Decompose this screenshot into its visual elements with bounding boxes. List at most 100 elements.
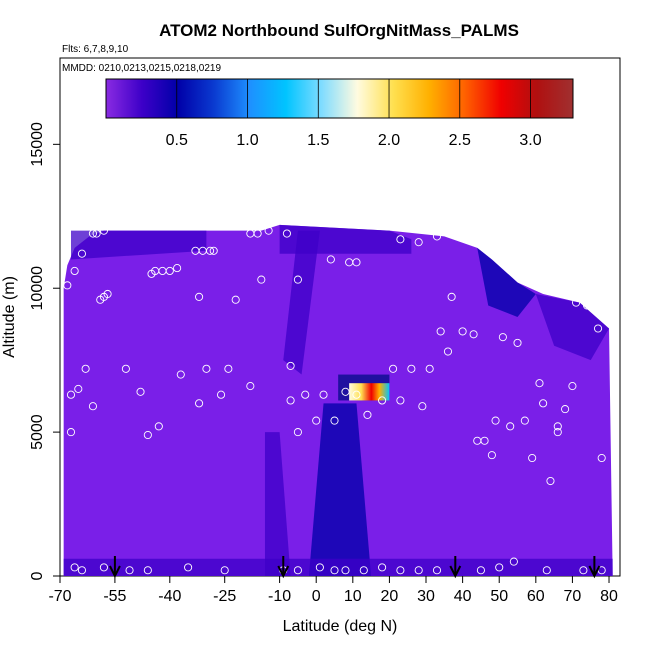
sample-point xyxy=(495,563,504,572)
sample-point xyxy=(330,416,339,425)
y-axis-label: Altitude (m) xyxy=(1,276,18,358)
sample-point xyxy=(363,410,372,419)
sample-point xyxy=(326,255,335,264)
sample-point xyxy=(224,364,233,373)
sample-point xyxy=(579,566,588,575)
hotspot xyxy=(349,383,390,401)
colorbar-gradient xyxy=(105,78,574,119)
y-tick-label: 5000 xyxy=(29,414,46,450)
sample-point xyxy=(352,258,361,267)
sample-point xyxy=(476,566,485,575)
field-region xyxy=(63,558,613,576)
sample-point xyxy=(136,387,145,396)
sample-point xyxy=(469,330,478,339)
x-tick-label: 20 xyxy=(381,588,399,605)
sample-point xyxy=(330,566,339,575)
sample-point xyxy=(513,338,522,347)
y-tick-label: 0 xyxy=(29,571,46,580)
field-envelope xyxy=(63,224,613,576)
sample-point xyxy=(553,422,562,431)
sample-point xyxy=(546,476,555,486)
sample-point xyxy=(506,422,515,431)
sample-point xyxy=(125,566,134,575)
sample-point xyxy=(597,453,606,463)
sample-point xyxy=(414,566,423,575)
x-tick-label: 0 xyxy=(312,588,321,605)
sample-point xyxy=(443,347,453,356)
field-region xyxy=(535,293,610,361)
sample-point xyxy=(264,226,273,235)
sample-point xyxy=(293,566,302,575)
flight-arrow xyxy=(277,556,290,579)
field-region xyxy=(264,432,291,576)
x-tick-label: 50 xyxy=(490,588,508,605)
y-tick-label: 15000 xyxy=(29,122,46,167)
sample-point xyxy=(257,275,266,284)
sample-point xyxy=(143,566,152,575)
field-region xyxy=(70,230,207,260)
sample-point xyxy=(286,396,295,405)
sample-point xyxy=(432,232,442,241)
sample-point xyxy=(312,416,321,425)
heatmap-field xyxy=(63,224,613,576)
colorbar-tick-label: 1.5 xyxy=(307,132,329,149)
field-region xyxy=(477,247,536,317)
colorbar-ticks: 0.5 1.0 1.5 2.0 2.5 3.0 xyxy=(166,79,542,149)
sample-point xyxy=(418,402,427,411)
x-axis: -70 -55 -40 -25 -10 0 10 20 30 40 50 60 70 80 xyxy=(48,576,618,605)
x-axis-label: Latitude (deg N) xyxy=(283,618,398,635)
y-axis: 0 5000 10000 15000 xyxy=(29,122,60,580)
colorbar-tick-label: 2.0 xyxy=(378,132,400,149)
sample-point xyxy=(315,563,324,572)
dates-annotation: MMDD: 0210,0213,0215,0218,0219 xyxy=(62,63,221,74)
sample-point xyxy=(184,563,193,572)
sample-point xyxy=(143,430,152,440)
sample-point xyxy=(173,264,182,273)
sample-point xyxy=(378,563,387,572)
field-region xyxy=(308,403,372,576)
sample-point xyxy=(458,327,467,336)
sample-point xyxy=(432,566,442,575)
sample-point xyxy=(293,428,302,437)
chart-title: ATOM2 Northbound SulfOrgNitMass_PALMS xyxy=(159,21,519,40)
sample-point xyxy=(359,566,368,575)
sample-point xyxy=(447,292,456,301)
sample-point xyxy=(528,453,537,463)
sample-points xyxy=(63,226,606,575)
sample-point xyxy=(539,399,548,408)
sample-point xyxy=(209,246,218,255)
x-tick-label: -25 xyxy=(213,588,236,605)
sample-point xyxy=(568,382,577,391)
sample-point xyxy=(509,557,518,566)
sample-point xyxy=(92,229,101,238)
sample-point xyxy=(70,266,79,276)
sample-point xyxy=(301,390,310,399)
sample-point xyxy=(81,364,90,373)
sample-point xyxy=(396,396,405,405)
sample-point xyxy=(253,229,262,238)
sample-point xyxy=(216,390,226,399)
sample-point xyxy=(389,364,398,373)
x-tick-label: 70 xyxy=(564,588,582,605)
sample-point xyxy=(396,566,405,575)
sample-point xyxy=(176,370,185,379)
sample-point xyxy=(352,390,361,399)
flight-arrow xyxy=(449,556,462,579)
sample-point xyxy=(206,246,215,255)
sample-point xyxy=(535,379,544,388)
sample-point xyxy=(99,226,108,235)
x-tick-label: 80 xyxy=(600,588,618,605)
x-tick-label: 60 xyxy=(527,588,545,605)
sample-point xyxy=(70,563,79,572)
sample-point xyxy=(88,402,97,411)
sample-point xyxy=(583,301,592,310)
flight-arrow xyxy=(588,556,601,579)
flights-annotation: Flts: 6,7,8,9,10 xyxy=(62,44,129,55)
sample-point xyxy=(520,416,529,425)
sample-point xyxy=(593,324,603,333)
sample-point xyxy=(99,563,108,572)
sample-point xyxy=(77,249,87,258)
sample-point xyxy=(282,229,291,238)
sample-point xyxy=(498,333,507,342)
